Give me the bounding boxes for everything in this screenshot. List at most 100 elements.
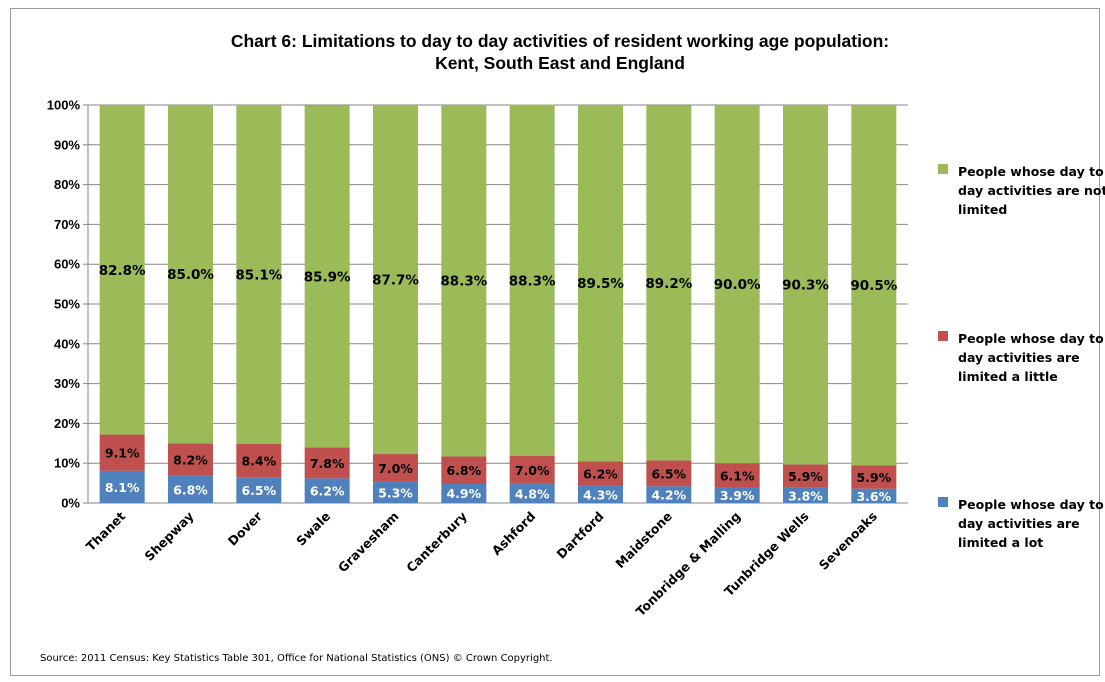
data-label: 4.9% [446,486,481,501]
bar-segment [99,105,145,435]
bar-segment [373,481,418,503]
legend-swatch-limited-little [938,331,948,341]
bar-segment [714,105,760,464]
data-label: 6.5% [241,483,276,498]
data-label: 7.0% [378,461,413,476]
bar-segment [441,483,487,503]
bar-segment [304,478,350,503]
data-label: 5.9% [788,469,823,484]
y-tick-label: 10% [54,456,80,471]
bar-segment [441,456,487,484]
bar-segment [509,104,555,457]
bar-segment [783,464,828,488]
y-tick-label: 80% [54,177,80,192]
legend-swatch-not-limited [938,164,948,174]
bar-segment [168,475,213,503]
data-label: 8.4% [241,453,276,468]
x-tick-label: Swale [293,509,333,549]
bar-segment [373,454,418,482]
bar-segment [236,105,282,444]
bar-segment [646,105,692,461]
bar-segment [783,487,828,503]
bar-segment [168,443,213,476]
data-label: 6.1% [720,468,755,483]
bar-segment [236,477,282,503]
data-label: 4.3% [583,487,618,502]
bar-segment [783,105,828,465]
legend-label-not-limited: People whose day to day activities are n… [958,164,1105,217]
bar-segment [578,461,623,486]
y-tick-label: 70% [54,217,80,232]
data-label: 6.5% [651,466,686,481]
bar-segment [851,105,897,466]
y-tick-label: 40% [54,336,80,351]
chart-title-line-2: Kent, South East and England [435,53,685,73]
data-label: 8.1% [105,480,140,495]
y-tick-label: 50% [54,297,80,312]
bar-segment [578,105,623,462]
bar-segment [578,485,623,503]
bar-segment [441,105,487,457]
bar-segment [373,105,418,455]
data-label: 90.0% [714,277,761,293]
y-tick-label: 90% [54,137,80,152]
data-label: 6.8% [173,482,208,497]
x-tick-label: Canterbury [403,509,470,576]
data-label: 3.6% [856,489,891,504]
chart-title: Chart 6: Limitations to day to day activ… [40,30,1080,74]
bar-segment [304,105,350,448]
data-label: 88.3% [440,274,487,290]
source-note: Source: 2011 Census: Key Statistics Tabl… [40,653,553,664]
y-tick-label: 20% [54,416,80,431]
data-label: 3.9% [720,488,755,503]
x-tick-label: Thanet [83,509,128,554]
x-tick-label: Shepway [141,509,196,564]
bar-segment [509,456,555,484]
data-label: 7.0% [515,463,550,478]
bar-segment [646,460,692,487]
legend-label-limited-little: People whose day to day activities are l… [958,331,1104,384]
y-tick-label: 100% [47,98,81,113]
bar-segment [304,447,350,479]
x-tick-label: Ashford [489,509,539,559]
data-label: 87.7% [372,273,419,289]
bar-segment [646,486,692,503]
data-label: 89.2% [645,276,692,292]
bar-segment [509,483,555,503]
y-tick-label: 60% [54,257,80,272]
bar-segment [236,443,282,478]
bar-segment [714,487,760,503]
data-label: 6.2% [583,467,618,482]
data-label: 82.8% [99,263,146,279]
data-label: 85.0% [167,267,214,283]
data-label: 4.8% [515,486,550,501]
x-tick-label: Dartford [554,509,607,562]
x-tick-label: Sevenoaks [816,509,880,573]
bar-segment [851,488,897,503]
data-label: 90.3% [782,278,829,294]
legend-label-limited-lot: People whose day to day activities are l… [958,497,1104,550]
x-tick-label: Maidstone [612,509,675,572]
bar-segment [851,465,897,489]
bar-segment [168,105,213,444]
data-label: 85.1% [235,267,282,283]
data-label: 9.1% [105,446,140,461]
bar-segment [99,470,145,503]
y-tick-label: 0% [61,496,80,511]
data-label: 85.9% [304,269,351,285]
data-label: 6.8% [446,463,481,478]
data-label: 89.5% [577,276,624,292]
data-label: 5.9% [856,470,891,485]
bar-segment [99,434,145,471]
chart-title-line-1: Chart 6: Limitations to day to day activ… [230,31,890,51]
data-label: 4.2% [651,488,686,503]
data-label: 6.2% [310,484,345,499]
x-tick-label: Gravesham [335,509,402,576]
data-label: 3.8% [788,488,823,503]
data-label: 88.3% [509,273,556,289]
data-label: 90.5% [850,278,897,294]
y-tick-label: 30% [54,376,80,391]
data-label: 8.2% [173,453,208,468]
data-label: 5.3% [378,485,413,500]
